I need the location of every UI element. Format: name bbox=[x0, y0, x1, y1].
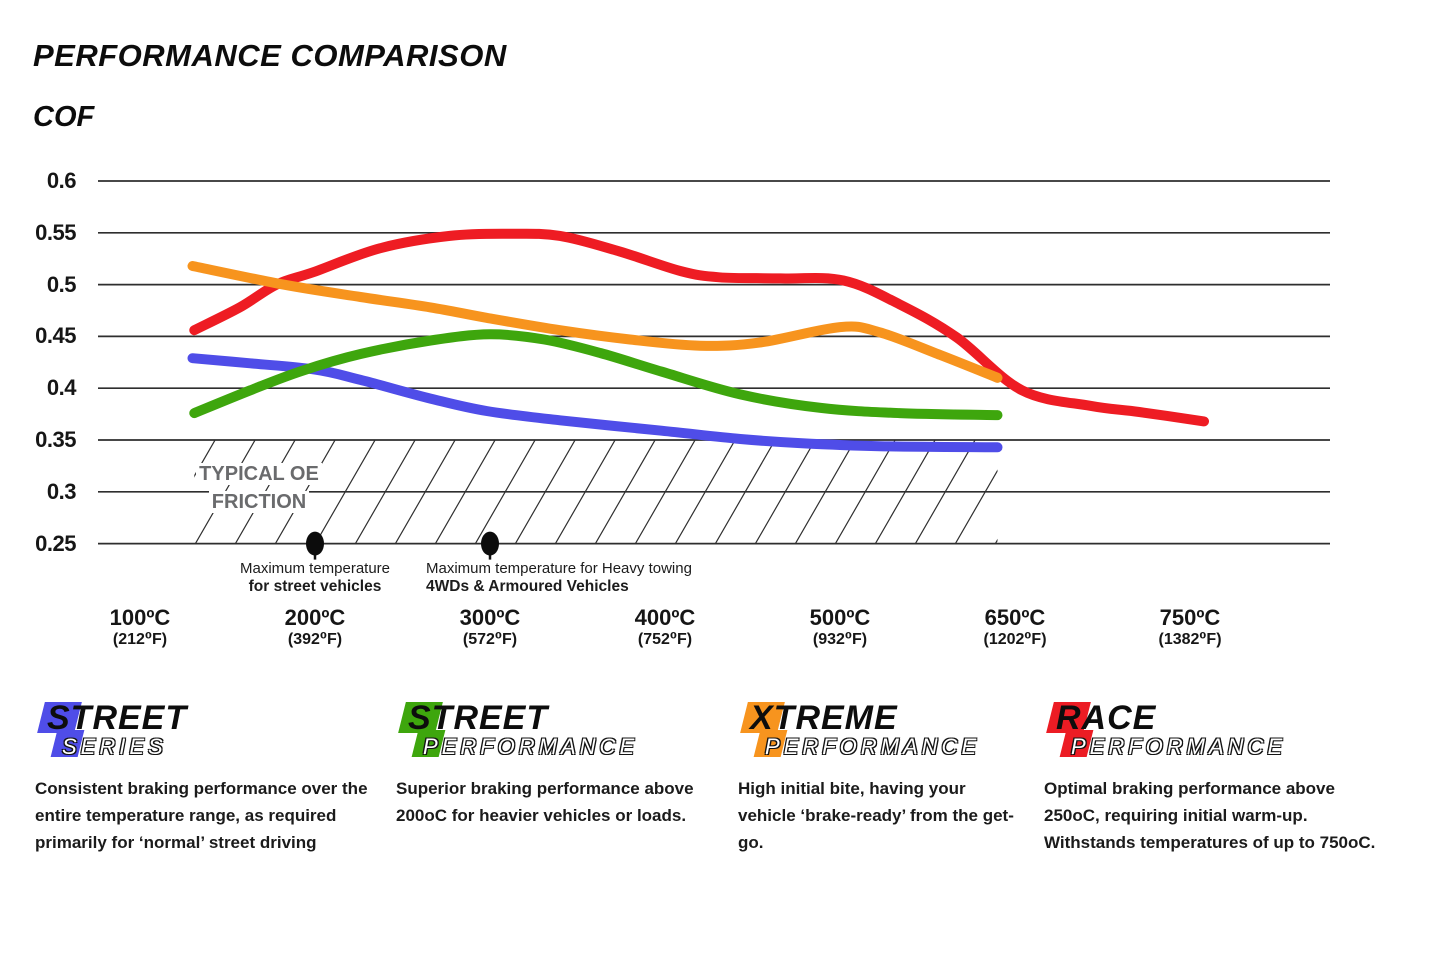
legend-race-performance: RACE PERFORMANCE Optimal braking perform… bbox=[1044, 697, 1389, 856]
oe-label-line1: TYPICAL OE bbox=[196, 463, 322, 485]
x-tick-celsius: 650ºC bbox=[984, 605, 1046, 630]
y-tick-label: 0.6 bbox=[46, 168, 77, 193]
annotation-line1: Maximum temperature bbox=[239, 560, 391, 577]
x-tick-label: 500ºC (932⁰F) bbox=[752, 606, 928, 649]
marker-dot bbox=[481, 531, 499, 556]
y-tick-label: 0.25 bbox=[35, 530, 76, 556]
x-tick-fahrenheit: (212⁰F) bbox=[112, 631, 168, 648]
max-temp-street-annotation: Maximum temperature for street vehicles bbox=[240, 560, 390, 596]
logo-word2: PERFORMANCE bbox=[423, 734, 639, 759]
legend-description: Consistent braking performance over the … bbox=[35, 779, 368, 852]
x-tick-label: 400ºC (752⁰F) bbox=[577, 606, 753, 649]
x-tick-celsius: 750ºC bbox=[1159, 605, 1221, 630]
max-temp-towing-annotation: Maximum temperature for Heavy towing 4WD… bbox=[426, 560, 692, 596]
page-title: PERFORMANCE COMPARISON bbox=[33, 38, 507, 73]
series-line-race-performance bbox=[189, 228, 1209, 427]
x-tick-celsius: 100ºC bbox=[109, 605, 171, 630]
x-tick-fahrenheit: (572⁰F) bbox=[462, 631, 518, 648]
logo-word1: XTREME bbox=[750, 699, 898, 737]
x-tick-celsius: 300ºC bbox=[459, 605, 521, 630]
legend-description: Optimal braking performance above 250oC,… bbox=[1044, 779, 1376, 852]
series-line-street-performance bbox=[189, 329, 1003, 421]
y-tick-label: 0.45 bbox=[35, 323, 76, 349]
x-tick-celsius: 400ºC bbox=[634, 605, 696, 630]
street-performance-logo: STREET PERFORMANCE bbox=[396, 697, 731, 769]
legend-description: Superior braking performance above 200oC… bbox=[396, 779, 694, 825]
legend-street-series: STREET SERIES Consistent braking perform… bbox=[35, 697, 380, 856]
x-tick-label: 200ºC (392⁰F) bbox=[227, 606, 403, 649]
logo-word1: STREET bbox=[408, 699, 549, 737]
x-tick-label: 300ºC (572⁰F) bbox=[402, 606, 578, 649]
y-tick-label: 0.35 bbox=[35, 427, 76, 452]
race-performance-logo: RACE PERFORMANCE bbox=[1044, 697, 1389, 769]
y-tick-label: 0.3 bbox=[46, 478, 77, 504]
x-tick-fahrenheit: (932⁰F) bbox=[812, 631, 868, 648]
logo-word1: STREET bbox=[47, 699, 188, 737]
y-tick-label: 0.5 bbox=[46, 271, 77, 297]
legend-description: High initial bite, having your vehicle ‘… bbox=[738, 779, 1014, 852]
oe-label-line2: FRICTION bbox=[208, 491, 310, 513]
oe-friction-hatch bbox=[194, 440, 998, 544]
legend-xtreme-performance: XTREME PERFORMANCE High initial bite, ha… bbox=[738, 697, 1023, 856]
marker-dot bbox=[306, 531, 324, 556]
x-tick-label: 100ºC (212⁰F) bbox=[52, 606, 228, 649]
y-tick-label: 0.55 bbox=[35, 219, 76, 245]
performance-chart bbox=[98, 180, 1330, 560]
xtreme-performance-logo: XTREME PERFORMANCE bbox=[738, 697, 1023, 769]
legend-street-performance: STREET PERFORMANCE Superior braking perf… bbox=[396, 697, 731, 829]
x-tick-celsius: 200ºC bbox=[284, 605, 346, 630]
annotation-line2: 4WDs & Armoured Vehicles bbox=[426, 578, 629, 595]
logo-word2: SERIES bbox=[62, 734, 167, 759]
series-line-xtreme-performance bbox=[187, 261, 1003, 383]
x-tick-label: 750ºC (1382⁰F) bbox=[1102, 606, 1278, 649]
x-tick-fahrenheit: (392⁰F) bbox=[287, 631, 343, 648]
logo-word2: PERFORMANCE bbox=[1071, 734, 1287, 759]
x-tick-fahrenheit: (752⁰F) bbox=[637, 631, 693, 648]
x-tick-celsius: 500ºC bbox=[809, 605, 871, 630]
street-series-logo: STREET SERIES bbox=[35, 697, 380, 769]
x-tick-fahrenheit: (1202⁰F) bbox=[983, 631, 1047, 648]
logo-word1: RACE bbox=[1056, 699, 1157, 737]
x-tick-fahrenheit: (1382⁰F) bbox=[1158, 631, 1222, 648]
y-tick-label: 0.4 bbox=[46, 375, 77, 401]
logo-word2: PERFORMANCE bbox=[765, 734, 981, 759]
y-axis-title: COF bbox=[33, 101, 95, 133]
x-tick-label: 650ºC (1202⁰F) bbox=[927, 606, 1103, 649]
annotation-line2: for street vehicles bbox=[248, 578, 382, 595]
typical-oe-friction-label: TYPICAL OE FRICTION bbox=[188, 460, 330, 516]
annotation-line1: Maximum temperature for Heavy towing bbox=[426, 560, 692, 577]
